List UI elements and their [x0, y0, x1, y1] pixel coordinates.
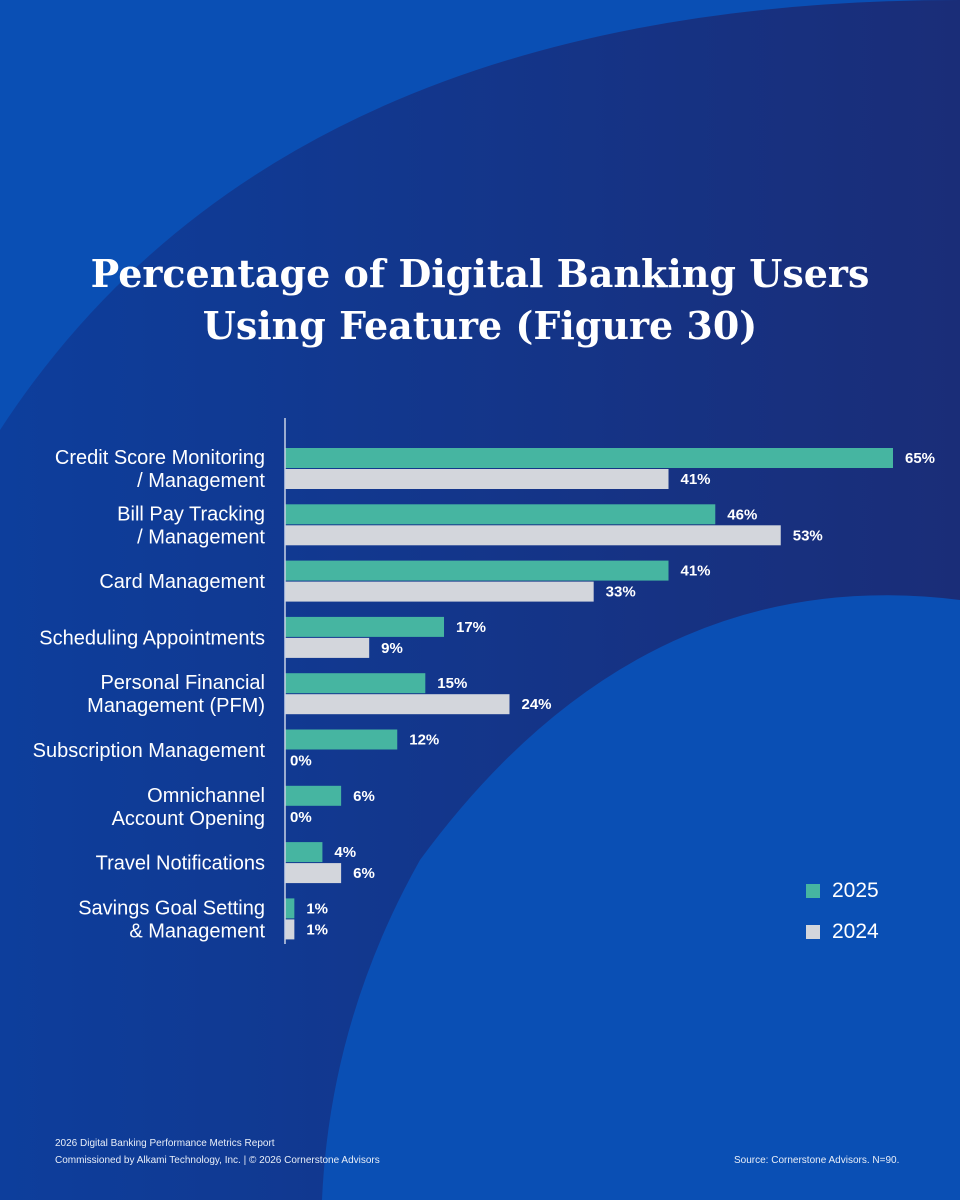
- data-label-2025: 15%: [437, 675, 467, 692]
- data-label-2025: 12%: [409, 732, 439, 749]
- footer-report-name: 2026 Digital Banking Performance Metrics…: [55, 1138, 275, 1149]
- footer-source: Source: Cornerstone Advisors. N=90.: [734, 1155, 900, 1166]
- category-label-line: Travel Notifications: [96, 853, 265, 875]
- data-label-2025: 17%: [456, 619, 486, 636]
- bar-2024: [285, 863, 342, 884]
- category-label-line: Savings Goal Setting: [78, 897, 265, 919]
- category-label-line: Personal Financial: [100, 672, 265, 694]
- category-label: Bill Pay Tracking / Management: [117, 503, 265, 548]
- data-label-2024: 9%: [381, 640, 403, 657]
- bar-2025: [285, 560, 669, 581]
- bar-2025: [285, 448, 893, 468]
- bar-2025: [285, 504, 716, 525]
- bar-2024: [285, 469, 669, 489]
- data-label-2024: 0%: [290, 809, 312, 826]
- data-label-2024: 0%: [290, 753, 312, 770]
- chart-title-line-1: Percentage of Digital Banking Users: [90, 251, 870, 296]
- data-label-2025: 4%: [334, 844, 356, 861]
- data-label-2024: 1%: [306, 921, 328, 938]
- category-label: Scheduling Appointments: [39, 627, 265, 649]
- bar-2025: [285, 673, 426, 694]
- legend-swatch-2024: [806, 925, 820, 939]
- data-label-2024: 33%: [606, 584, 636, 601]
- category-label-line: Credit Score Monitoring: [55, 447, 265, 469]
- bar-2024: [285, 919, 295, 940]
- category-label-line: Scheduling Appointments: [39, 627, 265, 649]
- category-label-line: Account Opening: [112, 808, 265, 830]
- category-label: Subscription Management: [33, 740, 266, 762]
- bar-2025: [285, 842, 323, 863]
- data-label-2025: 41%: [681, 563, 711, 580]
- data-label-2024: 24%: [521, 696, 551, 713]
- category-label-line: Management (PFM): [87, 695, 265, 717]
- bar-2024: [285, 694, 510, 715]
- data-label-2024: 53%: [793, 527, 823, 544]
- category-label-line: Card Management: [99, 571, 265, 593]
- bar-2024: [285, 637, 370, 658]
- footer-left: 2026 Digital Banking Performance Metrics…: [55, 1135, 380, 1169]
- data-label-2025: 1%: [306, 900, 328, 917]
- chart-title-line-2: Using Feature (Figure 30): [202, 303, 758, 348]
- chart-title: Percentage of Digital Banking Users Usin…: [0, 248, 960, 352]
- category-label: Omnichannel Account Opening: [112, 785, 265, 830]
- data-label-2025: 6%: [353, 788, 375, 805]
- category-label-line: / Management: [137, 526, 265, 548]
- bar-2025: [285, 616, 445, 637]
- bar-2025: [285, 785, 342, 806]
- data-label-2025: 46%: [727, 506, 757, 523]
- data-label-2024: 6%: [353, 865, 375, 882]
- footer-commissioned: Commissioned by Alkami Technology, Inc. …: [55, 1155, 380, 1166]
- category-label: Credit Score Monitoring / Management: [55, 447, 266, 492]
- bar-2025: [285, 729, 398, 750]
- data-label-2025: 65%: [905, 450, 935, 467]
- legend-label-2024: 2024: [832, 920, 879, 943]
- data-label-2024: 41%: [681, 471, 711, 488]
- category-label: Card Management: [99, 571, 265, 593]
- category-label-line: Bill Pay Tracking: [117, 503, 265, 525]
- bar-2024: [285, 581, 594, 602]
- category-label: Personal Financial Management (PFM): [87, 672, 265, 717]
- category-label: Travel Notifications: [96, 853, 265, 875]
- legend-swatch-2025: [806, 884, 820, 898]
- category-label-line: Omnichannel: [147, 785, 265, 807]
- category-label-line: / Management: [137, 470, 265, 492]
- category-label-line: Subscription Management: [33, 740, 266, 762]
- category-label-line: & Management: [129, 920, 265, 942]
- category-label: Savings Goal Setting & Management: [78, 897, 265, 942]
- bar-2025: [285, 898, 295, 919]
- legend-label-2025: 2025: [832, 879, 879, 902]
- bar-2024: [285, 525, 781, 546]
